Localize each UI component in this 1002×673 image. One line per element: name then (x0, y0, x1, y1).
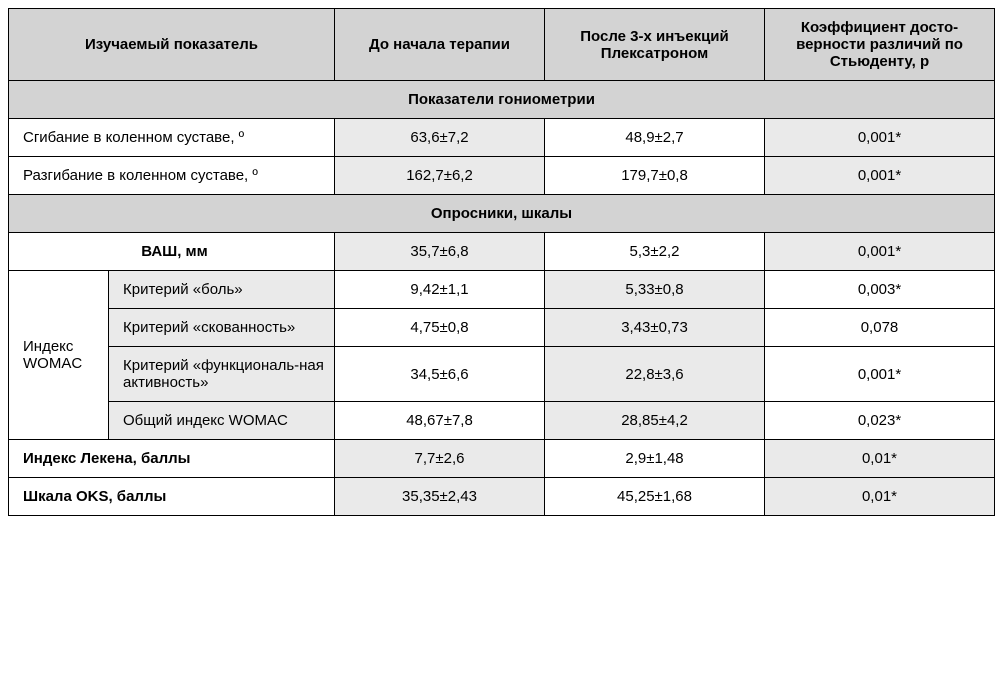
womac-func-after: 22,8±3,6 (545, 347, 765, 402)
flexion-p: 0,001* (765, 119, 995, 157)
womac-func-before: 34,5±6,6 (335, 347, 545, 402)
header-before: До начала терапии (335, 9, 545, 81)
header-after: После 3-х инъекций Плексатроном (545, 9, 765, 81)
table-header-row: Изучаемый показатель До начала терапии П… (9, 9, 995, 81)
oks-after: 45,25±1,68 (545, 478, 765, 516)
womac-stiff-after: 3,43±0,73 (545, 309, 765, 347)
womac-func-p: 0,001* (765, 347, 995, 402)
womac-stiff-p: 0,078 (765, 309, 995, 347)
vas-before: 35,7±6,8 (335, 233, 545, 271)
oks-before: 35,35±2,43 (335, 478, 545, 516)
womac-total-before: 48,67±7,8 (335, 402, 545, 440)
header-metric: Изучаемый показатель (9, 9, 335, 81)
extension-p: 0,001* (765, 157, 995, 195)
row-lequesne: Индекс Лекена, баллы 7,7±2,6 2,9±1,48 0,… (9, 440, 995, 478)
womac-group-label: Индекс WOMAC (9, 271, 109, 440)
section-questionnaires-header: Опросники, шкалы (9, 195, 995, 233)
row-womac-pain: Индекс WOMAC Критерий «боль» 9,42±1,1 5,… (9, 271, 995, 309)
header-pval: Коэффициент досто-верности различий по С… (765, 9, 995, 81)
womac-pain-label: Критерий «боль» (109, 271, 335, 309)
row-womac-function: Критерий «функциональ-ная активность» 34… (9, 347, 995, 402)
extension-after: 179,7±0,8 (545, 157, 765, 195)
womac-total-label: Общий индекс WOMAC (109, 402, 335, 440)
lequesne-after: 2,9±1,48 (545, 440, 765, 478)
flexion-before: 63,6±7,2 (335, 119, 545, 157)
womac-pain-after: 5,33±0,8 (545, 271, 765, 309)
womac-stiff-before: 4,75±0,8 (335, 309, 545, 347)
section-goniometry-header: Показатели гониометрии (9, 81, 995, 119)
flexion-after: 48,9±2,7 (545, 119, 765, 157)
vas-label: ВАШ, мм (9, 233, 335, 271)
womac-stiff-label: Критерий «скованность» (109, 309, 335, 347)
womac-total-p: 0,023* (765, 402, 995, 440)
row-flexion: Сгибание в коленном суставе, º 63,6±7,2 … (9, 119, 995, 157)
vas-after: 5,3±2,2 (545, 233, 765, 271)
lequesne-before: 7,7±2,6 (335, 440, 545, 478)
lequesne-p: 0,01* (765, 440, 995, 478)
row-extension: Разгибание в коленном суставе, º 162,7±6… (9, 157, 995, 195)
row-womac-stiffness: Критерий «скованность» 4,75±0,8 3,43±0,7… (9, 309, 995, 347)
extension-before: 162,7±6,2 (335, 157, 545, 195)
row-vas: ВАШ, мм 35,7±6,8 5,3±2,2 0,001* (9, 233, 995, 271)
row-womac-total: Общий индекс WOMAC 48,67±7,8 28,85±4,2 0… (9, 402, 995, 440)
womac-pain-p: 0,003* (765, 271, 995, 309)
row-oks: Шкала OKS, баллы 35,35±2,43 45,25±1,68 0… (9, 478, 995, 516)
lequesne-label: Индекс Лекена, баллы (9, 440, 335, 478)
extension-label: Разгибание в коленном суставе, º (9, 157, 335, 195)
section-questionnaires-title: Опросники, шкалы (9, 195, 995, 233)
clinical-results-table: Изучаемый показатель До начала терапии П… (8, 8, 995, 516)
womac-func-label: Критерий «функциональ-ная активность» (109, 347, 335, 402)
section-goniometry-title: Показатели гониометрии (9, 81, 995, 119)
vas-p: 0,001* (765, 233, 995, 271)
oks-p: 0,01* (765, 478, 995, 516)
womac-total-after: 28,85±4,2 (545, 402, 765, 440)
flexion-label: Сгибание в коленном суставе, º (9, 119, 335, 157)
womac-pain-before: 9,42±1,1 (335, 271, 545, 309)
oks-label: Шкала OKS, баллы (9, 478, 335, 516)
